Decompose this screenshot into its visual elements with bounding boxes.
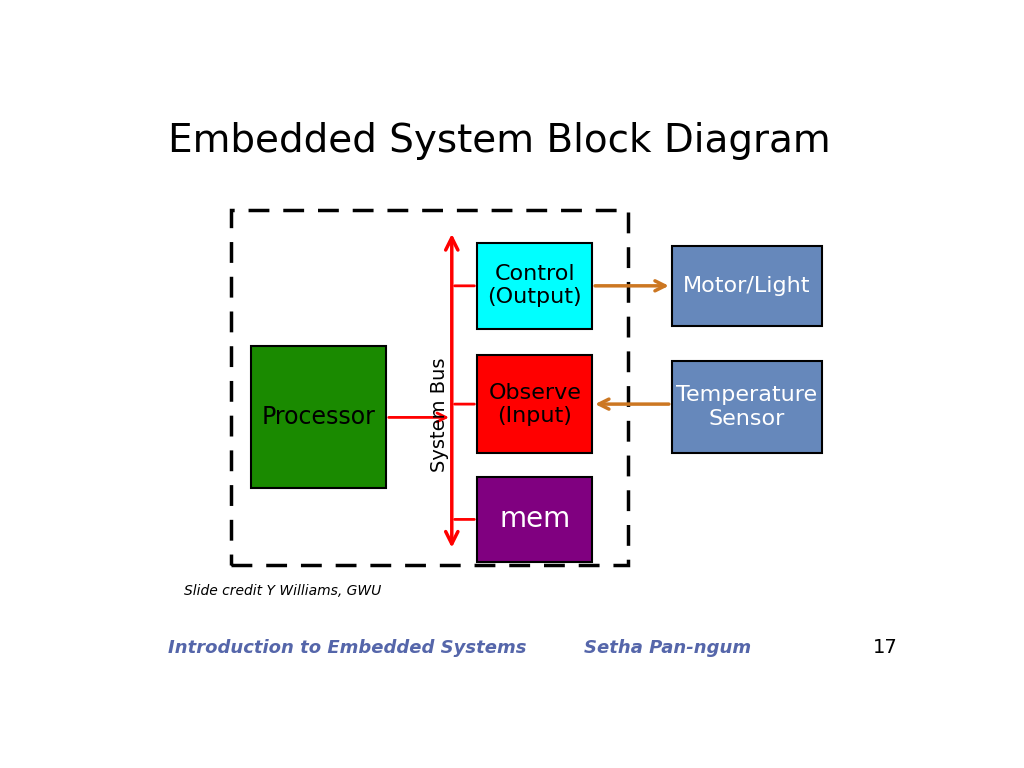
Bar: [251, 346, 386, 488]
Text: Processor: Processor: [261, 406, 376, 429]
Text: Introduction to Embedded Systems: Introduction to Embedded Systems: [168, 639, 526, 657]
Text: Temperature
Sensor: Temperature Sensor: [677, 386, 817, 429]
Text: System Bus: System Bus: [430, 357, 450, 472]
Bar: [477, 243, 592, 329]
Text: mem: mem: [499, 505, 570, 534]
Text: 17: 17: [873, 638, 898, 657]
Text: Setha Pan-ngum: Setha Pan-ngum: [585, 639, 752, 657]
Bar: [672, 246, 822, 326]
Text: Motor/Light: Motor/Light: [683, 276, 811, 296]
Bar: [672, 361, 822, 453]
Text: Embedded System Block Diagram: Embedded System Block Diagram: [168, 121, 830, 160]
Text: Slide credit Y Williams, GWU: Slide credit Y Williams, GWU: [183, 584, 381, 598]
Text: Control
(Output): Control (Output): [487, 264, 582, 307]
Bar: [477, 356, 592, 453]
Bar: [231, 210, 628, 565]
Text: Observe
(Input): Observe (Input): [488, 382, 582, 425]
Bar: [477, 476, 592, 562]
